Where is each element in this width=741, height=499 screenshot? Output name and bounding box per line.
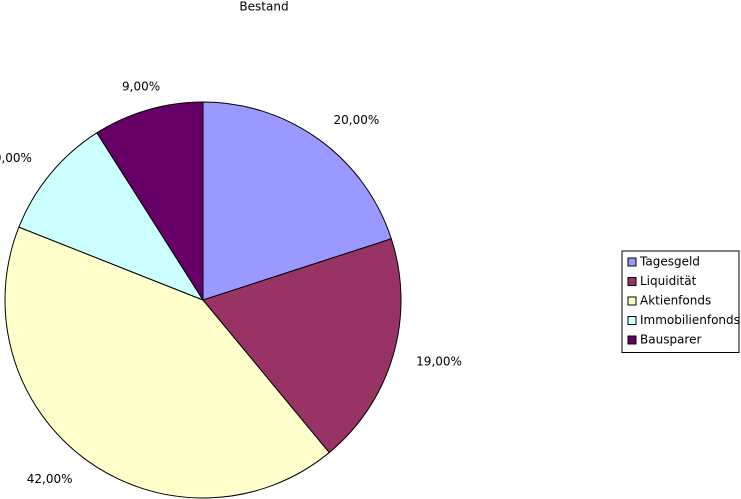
legend-label: Immobilienfonds — [640, 313, 740, 327]
data-label: 9,00% — [122, 79, 160, 93]
chart-title: Bestand — [239, 0, 288, 14]
legend-swatch — [627, 277, 637, 286]
pie-slice — [202, 238, 402, 454]
data-label: 42,00% — [27, 472, 73, 486]
pie-slice — [18, 132, 205, 302]
legend-label: Bausparer — [640, 333, 701, 347]
data-label: 20,00% — [333, 113, 379, 127]
legend-swatch — [627, 296, 637, 306]
legend-box — [621, 250, 740, 353]
legend-swatch — [627, 316, 637, 325]
legend-swatch — [627, 257, 637, 267]
legend-label: Liquidität — [640, 274, 697, 288]
legend-label: Tagesgeld — [639, 255, 700, 269]
data-label: 10,00% — [0, 151, 32, 165]
pie-slice — [202, 101, 392, 301]
legend-swatch — [627, 335, 637, 345]
legend-label: Aktienfonds — [640, 294, 711, 308]
pie-slice — [4, 226, 330, 499]
data-label: 19,00% — [416, 354, 462, 368]
pie-slice — [96, 101, 204, 302]
